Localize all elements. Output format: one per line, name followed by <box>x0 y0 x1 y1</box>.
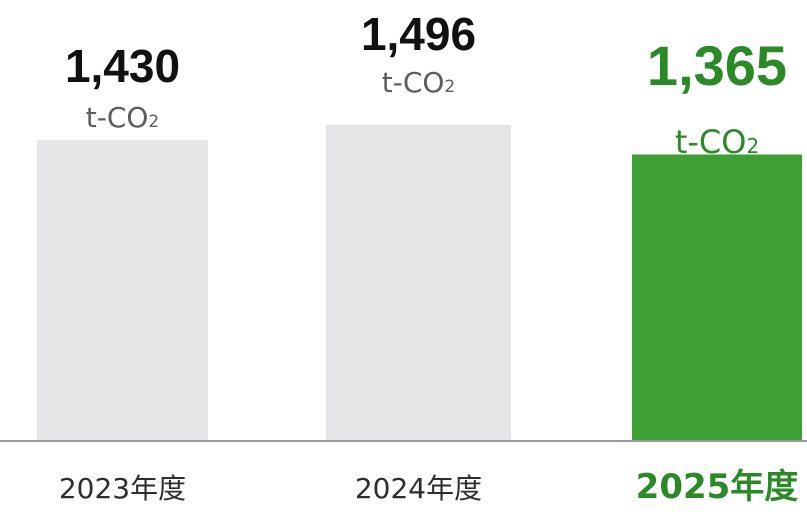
labels-group: 1,430 t-CO2 2023年度 1,496 t-CO2 2024年度 1,365 t-C… <box>59 8 798 507</box>
unit-label: t-CO2 <box>675 123 759 161</box>
bar-2023年度 <box>37 139 208 441</box>
unit-label: t-CO2 <box>382 66 456 99</box>
value-label: 1,496 <box>361 8 476 60</box>
category-label: 2024年度 <box>355 472 482 505</box>
bar-2024年度 <box>326 125 511 441</box>
value-label: 1,430 <box>65 40 180 92</box>
unit-label: t-CO2 <box>86 101 160 134</box>
value-label: 1,365 <box>647 34 787 97</box>
bars-group <box>37 125 802 441</box>
category-label: 2023年度 <box>59 472 186 505</box>
bar-2025年度 <box>632 154 802 441</box>
category-label: 2025年度 <box>636 467 799 507</box>
